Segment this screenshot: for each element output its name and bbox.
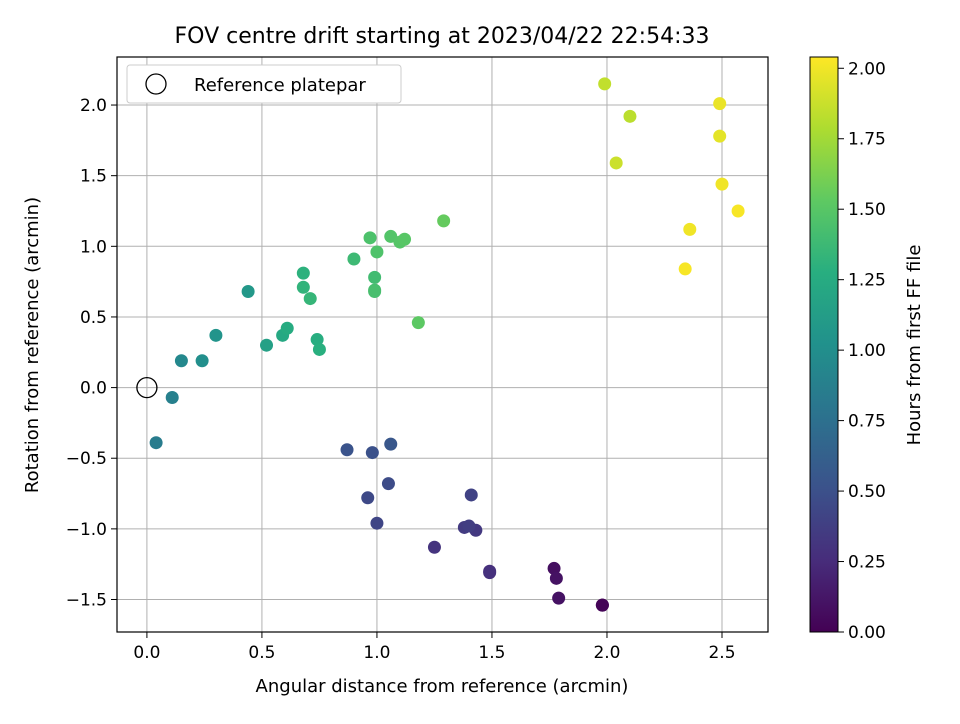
y-tick-label: −1.5 — [66, 591, 107, 611]
data-point — [683, 222, 697, 236]
data-point — [368, 285, 382, 299]
data-point — [549, 571, 563, 585]
data-point — [340, 443, 354, 457]
chart-title: FOV centre drift starting at 2023/04/22 … — [175, 24, 710, 49]
data-point — [174, 354, 188, 368]
colorbar — [809, 56, 839, 633]
y-tick-label: 0.0 — [80, 379, 107, 399]
y-tick-label: 2.0 — [80, 96, 107, 116]
data-point — [623, 109, 637, 123]
legend-label-reference: Reference platepar — [194, 75, 366, 96]
data-point — [149, 436, 163, 450]
x-tick-label: 0.5 — [248, 643, 275, 663]
legend-marker-reference — [145, 73, 167, 95]
colorbar-tick-label: 0.75 — [848, 412, 886, 432]
data-point — [209, 328, 223, 342]
data-point — [437, 214, 451, 228]
data-point — [427, 540, 441, 554]
data-point — [381, 477, 395, 491]
data-point — [280, 321, 294, 335]
data-point — [363, 231, 377, 245]
data-point — [312, 342, 326, 356]
data-point — [303, 292, 317, 306]
y-tick-label: 0.5 — [80, 308, 107, 328]
colorbar-tick-label: 2.00 — [848, 59, 886, 79]
data-point — [260, 338, 274, 352]
data-point — [609, 156, 623, 170]
x-tick-label: 2.5 — [708, 643, 735, 663]
colorbar-label: Hours from first FF file — [904, 245, 925, 446]
x-tick-label: 2.0 — [593, 643, 620, 663]
data-point — [483, 566, 497, 580]
y-tick-label: −0.5 — [66, 449, 107, 469]
data-point — [715, 177, 729, 191]
data-point — [370, 516, 384, 530]
data-point — [598, 77, 612, 91]
y-tick-label: 1.5 — [80, 167, 107, 187]
data-point — [165, 390, 179, 404]
colorbar-tick-label: 1.50 — [848, 200, 886, 220]
colorbar-tick-label: 0.25 — [848, 553, 886, 573]
data-points — [136, 77, 745, 612]
colorbar-tick-label: 0.50 — [848, 482, 886, 502]
x-tick-label: 0.0 — [133, 643, 160, 663]
x-tick-label: 1.5 — [478, 643, 505, 663]
x-tick-label: 1.0 — [363, 643, 390, 663]
data-point — [368, 270, 382, 284]
data-point — [296, 280, 310, 294]
grid-lines — [117, 57, 768, 632]
data-point — [310, 333, 324, 347]
y-axis-ticks: −1.5 −1.0 −0.5 0.0 0.5 1.0 1.5 2.0 — [66, 96, 117, 611]
data-point — [365, 446, 379, 460]
data-point — [731, 204, 745, 218]
colorbar-ticks: 0.00 0.25 0.50 0.75 1.00 1.25 1.50 1.75 2.00 — [838, 59, 886, 643]
data-point — [370, 245, 384, 259]
x-axis-label: Angular distance from reference (arcmin) — [256, 676, 629, 697]
data-point — [462, 519, 476, 533]
data-point — [713, 97, 727, 111]
y-axis-label: Rotation from reference (arcmin) — [22, 197, 43, 493]
data-point — [384, 437, 398, 451]
data-point — [678, 262, 692, 276]
data-point — [552, 591, 566, 605]
reference-point-marker — [136, 376, 158, 399]
colorbar-tick-label: 1.25 — [848, 271, 886, 291]
y-tick-label: −1.0 — [66, 520, 107, 540]
data-point — [241, 285, 255, 299]
data-point — [398, 232, 412, 246]
data-point — [547, 561, 561, 575]
data-point — [411, 316, 425, 330]
data-point — [595, 598, 609, 612]
data-point — [296, 266, 310, 280]
data-point — [464, 488, 478, 502]
data-point — [195, 354, 209, 368]
data-point — [713, 129, 727, 143]
data-point — [361, 491, 375, 505]
colorbar-tick-label: 1.00 — [848, 341, 886, 361]
legend: Reference platepar — [126, 64, 402, 104]
y-tick-label: 1.0 — [80, 237, 107, 257]
colorbar-tick-label: 0.00 — [848, 623, 886, 643]
plot-frame — [116, 56, 769, 633]
data-point — [347, 252, 361, 266]
x-axis-ticks: 0.0 0.5 1.0 1.5 2.0 2.5 — [133, 632, 736, 663]
colorbar-tick-label: 1.75 — [848, 130, 886, 150]
legend-box — [126, 64, 402, 104]
